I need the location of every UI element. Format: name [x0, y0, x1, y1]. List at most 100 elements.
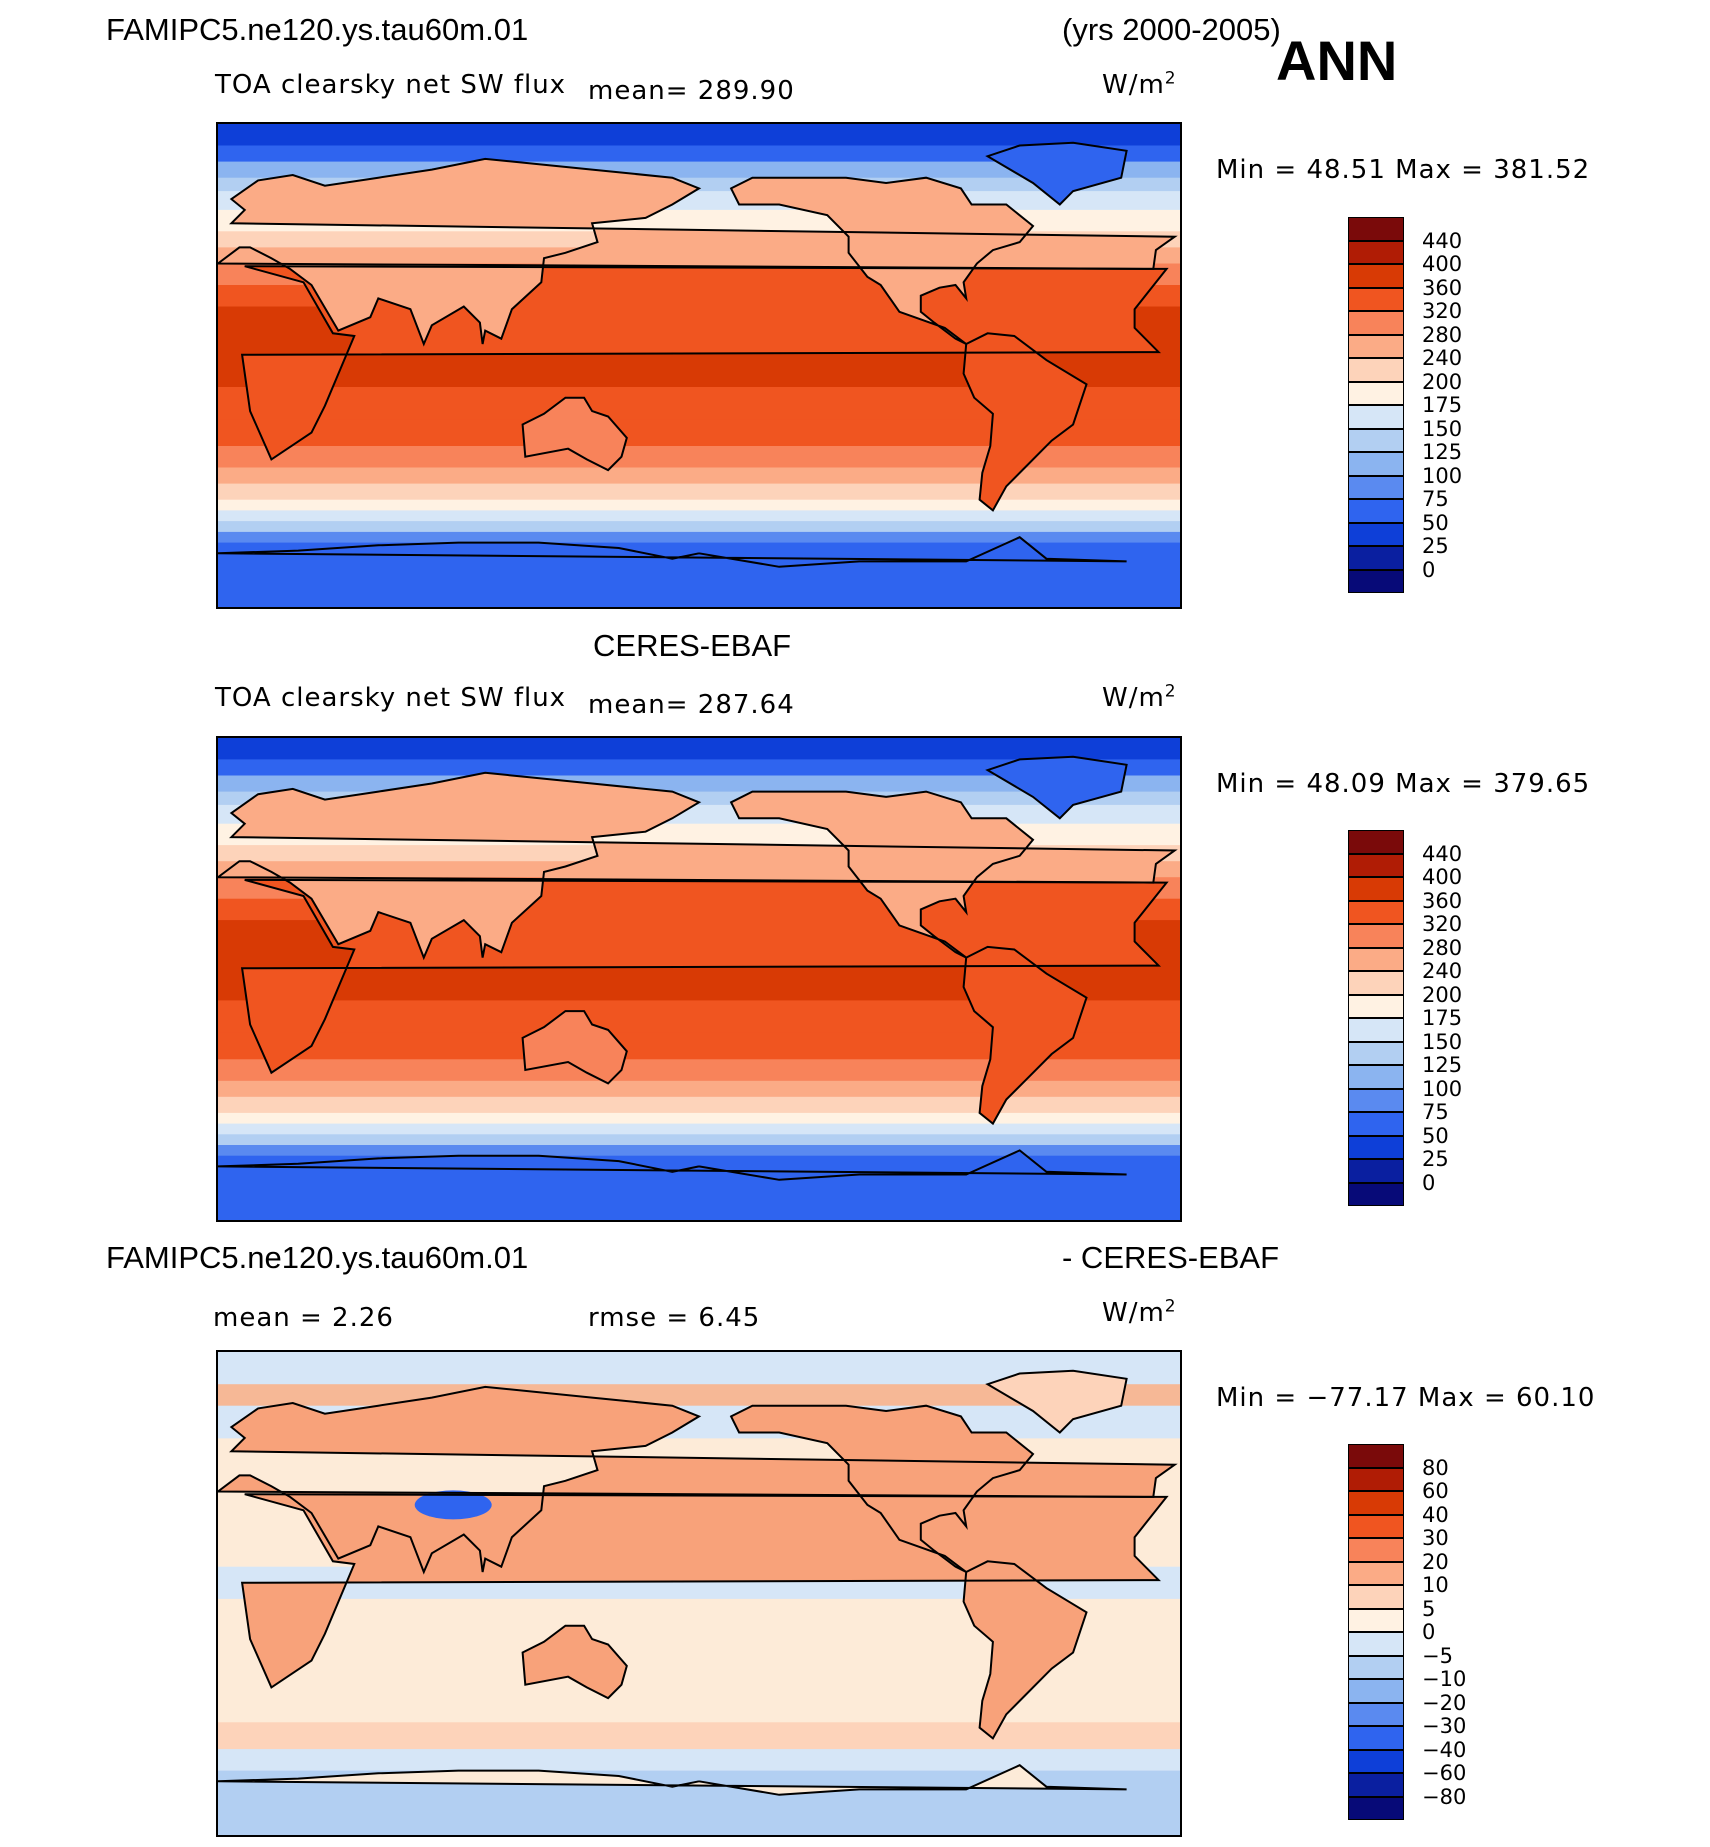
colorbar-swatch	[1348, 900, 1404, 924]
colorbar-swatch	[1348, 1444, 1404, 1468]
colorbar-tick-label: 240	[1422, 959, 1463, 983]
panel3-minmax-label: Min = −77.17 Max = 60.10	[1216, 1383, 1596, 1413]
colorbar-swatch	[1348, 499, 1404, 523]
colorbar-swatch	[1348, 264, 1404, 288]
years-label: (yrs 2000-2005)	[1062, 12, 1281, 47]
colorbar-tick-label: −80	[1422, 1784, 1467, 1809]
colorbar-swatch	[1348, 1112, 1404, 1136]
colorbar-tick-label: 360	[1422, 888, 1463, 913]
colorbar-tick-label: 5	[1422, 1596, 1436, 1621]
colorbar-tick-label: −20	[1422, 1690, 1467, 1715]
colorbar-tick-label: −60	[1422, 1761, 1467, 1785]
colorbar-swatch	[1348, 475, 1404, 499]
colorbar-swatch	[1348, 334, 1404, 358]
colorbar-swatch	[1348, 971, 1404, 995]
panel3-title-left: FAMIPC5.ne120.ys.tau60m.01	[106, 1240, 529, 1275]
colorbar-tick-label: −30	[1422, 1714, 1467, 1738]
colorbar-tick-label: 50	[1422, 510, 1449, 535]
colorbar-tick-label: 360	[1422, 275, 1463, 300]
panel1-units: W/m2	[1102, 68, 1177, 100]
colorbar-swatch	[1348, 1514, 1404, 1538]
case-title: FAMIPC5.ne120.ys.tau60m.01	[106, 12, 529, 47]
colorbar-tick-label: 200	[1422, 369, 1463, 394]
colorbar-swatch	[1348, 924, 1404, 948]
colorbar-swatch	[1348, 1041, 1404, 1065]
panel1-minmax-label: Min = 48.51 Max = 381.52	[1216, 155, 1591, 185]
colorbar-swatch	[1348, 358, 1404, 382]
colorbar-tick-label: 0	[1422, 1170, 1436, 1195]
colorbar-swatch	[1348, 853, 1404, 877]
colorbar-swatch	[1348, 381, 1404, 405]
colorbar-swatch	[1348, 1608, 1404, 1632]
panel2-map	[216, 736, 1182, 1222]
colorbar-tick-label: 0	[1422, 557, 1436, 582]
colorbar-tick-label: −5	[1422, 1643, 1453, 1668]
colorbar-tick-label: 75	[1422, 1100, 1449, 1124]
panel1-map	[216, 122, 1182, 609]
colorbar-tick-label: 100	[1422, 1076, 1463, 1101]
panel2-title: CERES-EBAF	[593, 628, 792, 663]
panel3-mean-label: mean = 2.26	[213, 1303, 394, 1333]
colorbar-swatch	[1348, 1018, 1404, 1042]
colorbar-swatch	[1348, 522, 1404, 546]
colorbar-swatch	[1348, 1088, 1404, 1112]
colorbar-swatch	[1348, 947, 1404, 971]
colorbar-swatch	[1348, 1632, 1404, 1656]
panel3-rmse-label: rmse = 6.45	[588, 1303, 761, 1333]
colorbar-tick-label: 25	[1422, 1147, 1449, 1171]
colorbar-swatch	[1348, 405, 1404, 429]
colorbar-tick-label: 30	[1422, 1526, 1449, 1550]
colorbar-swatch	[1348, 1561, 1404, 1585]
colorbar-swatch	[1348, 428, 1404, 452]
colorbar-tick-label: 20	[1422, 1549, 1449, 1574]
colorbar-tick-label: 60	[1422, 1479, 1449, 1503]
colorbar-swatch	[1348, 1796, 1404, 1820]
colorbar-swatch	[1348, 1491, 1404, 1515]
colorbar-swatch	[1348, 1749, 1404, 1773]
season-label: ANN	[1276, 29, 1398, 92]
colorbar-tick-label: 200	[1422, 982, 1463, 1007]
colorbar-tick-label: 100	[1422, 463, 1463, 488]
colorbar-tick-label: 0	[1422, 1620, 1436, 1644]
colorbar-tick-label: 125	[1422, 440, 1463, 464]
colorbar-tick-label: 240	[1422, 346, 1463, 370]
colorbar-swatch	[1348, 1773, 1404, 1797]
colorbar-tick-label: −40	[1422, 1737, 1467, 1762]
panel2-colorbar: 440 400 360 320 280 240 200 175 150 125 100 75 50 25 0	[1348, 830, 1462, 1208]
colorbar-swatch	[1348, 1182, 1404, 1206]
colorbar-tick-label: 10	[1422, 1573, 1449, 1597]
colorbar-swatch	[1348, 311, 1404, 335]
colorbar-swatch	[1348, 452, 1404, 476]
colorbar-swatch	[1348, 1467, 1404, 1491]
colorbar-tick-label: 175	[1422, 393, 1463, 417]
colorbar-tick-label: 75	[1422, 487, 1449, 511]
colorbar-tick-label: 150	[1422, 416, 1463, 441]
colorbar-swatch	[1348, 830, 1404, 854]
colorbar-swatch	[1348, 1702, 1404, 1726]
colorbar-swatch	[1348, 1585, 1404, 1609]
panel3-units: W/m2	[1102, 1296, 1177, 1328]
colorbar-tick-label: 80	[1422, 1455, 1449, 1480]
colorbar-tick-label: 50	[1422, 1123, 1449, 1148]
panel1-mean-label: mean= 289.90	[588, 76, 795, 106]
colorbar-tick-label: 320	[1422, 299, 1463, 323]
colorbar-swatch	[1348, 1135, 1404, 1159]
panel1-variable-label: TOA clearsky net SW flux	[215, 70, 567, 100]
panel1-colorbar: 440 400 360 320 280 240 200 175 150 125 100 75 50 25 0	[1348, 217, 1462, 595]
colorbar-swatch	[1348, 546, 1404, 570]
colorbar-swatch	[1348, 1679, 1404, 1703]
colorbar-tick-label: 440	[1422, 841, 1463, 866]
panel2-minmax-label: Min = 48.09 Max = 379.65	[1216, 769, 1591, 799]
colorbar-tick-label: 440	[1422, 228, 1463, 253]
colorbar-tick-label: 280	[1422, 935, 1463, 960]
colorbar-tick-label: −10	[1422, 1667, 1467, 1691]
panel2-mean-label: mean= 287.64	[588, 690, 795, 720]
colorbar-tick-label: 400	[1422, 865, 1463, 889]
panel2-units: W/m2	[1102, 681, 1177, 713]
colorbar-swatch	[1348, 1065, 1404, 1089]
colorbar-swatch	[1348, 1538, 1404, 1562]
colorbar-tick-label: 280	[1422, 322, 1463, 347]
colorbar-swatch	[1348, 1655, 1404, 1679]
panel3-map	[216, 1350, 1182, 1837]
colorbar-swatch	[1348, 217, 1404, 241]
